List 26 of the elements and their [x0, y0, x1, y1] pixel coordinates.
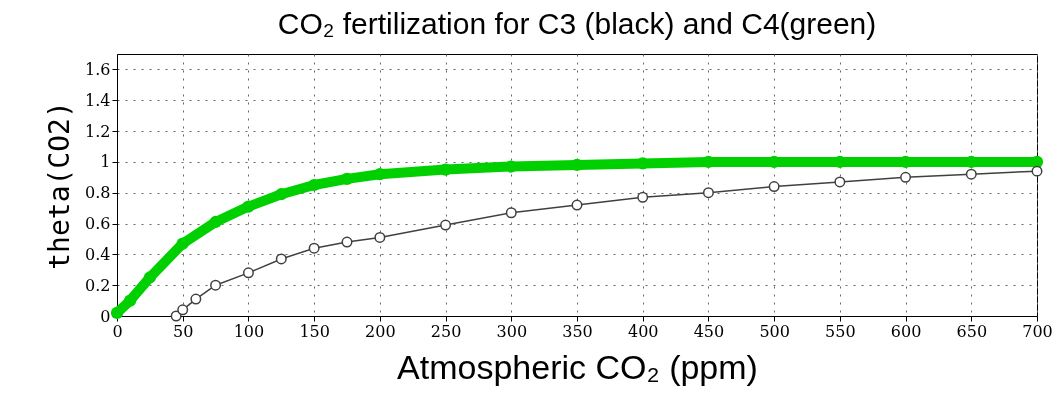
- y-tick-label: 1.4: [85, 90, 111, 110]
- y-tick-label: 0: [100, 306, 111, 326]
- x-tick-label: 200: [365, 321, 396, 341]
- x-tick-label: 700: [1022, 321, 1053, 341]
- y-tick-label: 0.2: [85, 275, 111, 295]
- x-tick-label: 400: [627, 321, 659, 341]
- y-tick-label: 0.4: [85, 244, 111, 264]
- x-tick-label: 350: [562, 321, 593, 341]
- x-tick-label: 50: [173, 321, 194, 341]
- x-tick-label: 100: [233, 321, 265, 341]
- x-tick-label: 650: [956, 321, 988, 341]
- chart-title: CO₂ fertilization for C3 (black) and C4(green): [277, 7, 877, 40]
- y-tick-label: 0.6: [85, 214, 111, 234]
- y-tick-label: 1.2: [85, 121, 111, 141]
- x-tick-label: 500: [759, 321, 790, 341]
- x-tick-label: 450: [693, 321, 725, 341]
- x-tick-label: 250: [430, 321, 462, 341]
- x-tick-label: 550: [825, 321, 856, 341]
- x-tick-label: 600: [890, 321, 922, 341]
- x-axis-title: Atmospheric CO₂ (ppm): [397, 347, 758, 386]
- y-tick-label: 0.8: [85, 183, 111, 203]
- y-axis-title: theta(CO2): [43, 101, 77, 270]
- x-tick-label: 300: [496, 321, 528, 341]
- x-tick-label: 150: [299, 321, 330, 341]
- y-tick-label: 1.6: [85, 59, 111, 79]
- y-tick-label: 1: [100, 152, 111, 172]
